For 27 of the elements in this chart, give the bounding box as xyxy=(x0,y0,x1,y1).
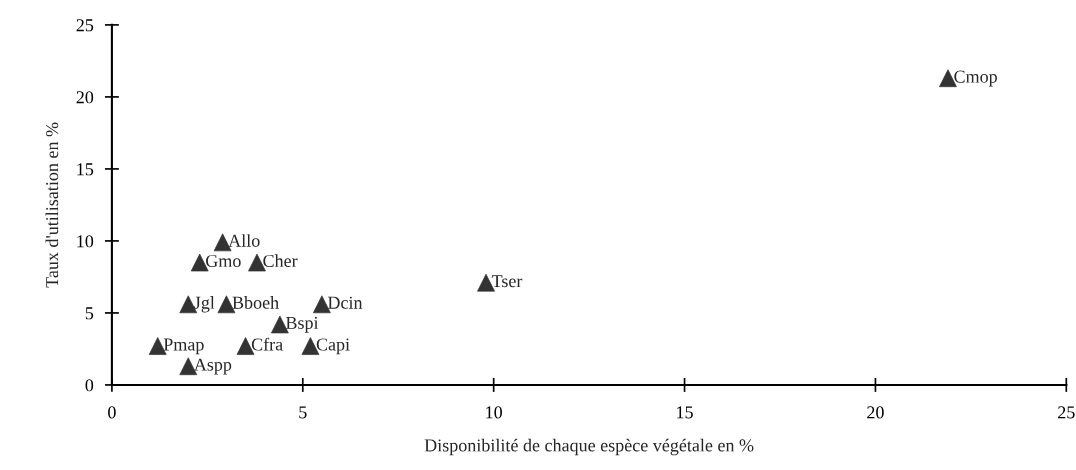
annotation: Aspp xyxy=(193,358,232,375)
y-tick-label: 10 xyxy=(77,235,94,248)
y-tick-label: 25 xyxy=(76,19,94,32)
y-axis-title: Taux d'utilisation en % xyxy=(45,122,59,288)
y-tick-label: 0 xyxy=(85,379,94,392)
annotation: Bboeh xyxy=(232,296,279,309)
annotation: Dcin xyxy=(327,296,363,309)
x-tick-label: 20 xyxy=(867,406,884,419)
x-tick-label: 25 xyxy=(1058,406,1075,419)
annotation: Capi xyxy=(316,338,350,355)
annotation: Bspi xyxy=(285,316,319,333)
annotation: Cfra xyxy=(251,337,283,351)
annotation: Cmop xyxy=(954,70,997,87)
x-axis-title: Disponibilité de chaque espèce végétale en % xyxy=(424,438,754,456)
x-tick-label: 5 xyxy=(299,406,307,419)
annotation: Pmap xyxy=(163,338,204,355)
annotation: Gmo xyxy=(206,254,241,268)
x-tick-label: 0 xyxy=(108,406,116,419)
annotation: Cher xyxy=(263,254,298,268)
annotation: Allo xyxy=(228,234,260,247)
x-tick-label: 15 xyxy=(677,406,693,419)
x-tick-label: 10 xyxy=(486,406,503,419)
annotation: Jgl xyxy=(194,296,215,313)
y-tick-label: 20 xyxy=(76,91,94,104)
y-tick-label: 15 xyxy=(77,163,94,176)
annotation: Tser xyxy=(491,275,523,288)
y-tick-label: 5 xyxy=(85,307,94,320)
